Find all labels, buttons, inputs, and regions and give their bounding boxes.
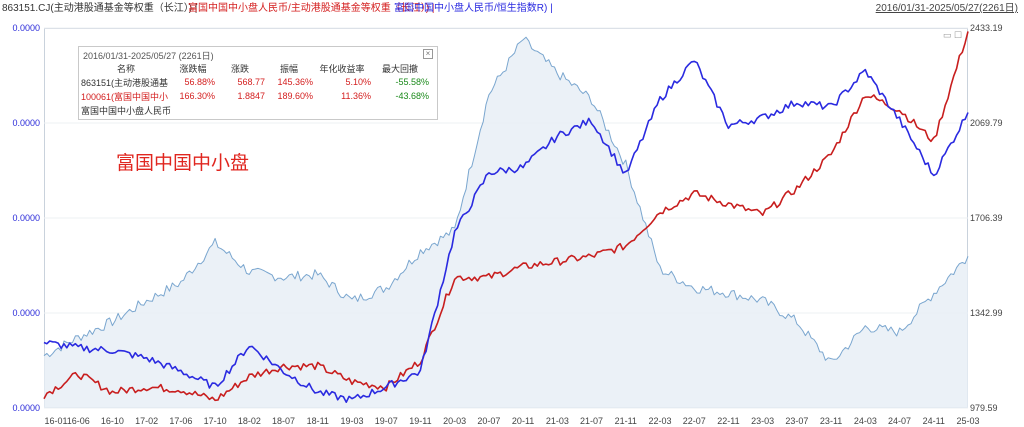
x-tick: 18-02 — [237, 416, 261, 426]
series-line-blue — [43, 60, 969, 403]
stats-header: 名称 — [117, 63, 136, 74]
restore-icon[interactable]: ▭ — [942, 30, 952, 40]
x-tick: 17-02 — [135, 416, 159, 426]
stats-name: 富国中国中小盘人民币 — [81, 105, 172, 116]
x-tick: 23-07 — [785, 416, 809, 426]
stats-name: 100061(富国中国中小 — [81, 91, 169, 102]
stats-cell — [215, 103, 265, 117]
x-tick: 22-03 — [648, 416, 672, 426]
y-tick-left: 0.0000 — [12, 308, 40, 318]
stats-cell: 166.30% — [179, 91, 216, 101]
stats-row[interactable]: 863151(主动港股通基 56.88% 568.77 145.36% 5.10… — [81, 75, 429, 89]
y-tick-right: 1342.99 — [970, 308, 1003, 318]
x-tick: 16-06 — [66, 416, 90, 426]
stats-cell: 11.36% — [341, 91, 372, 101]
x-tick: 19-03 — [340, 416, 364, 426]
ratio-title-red: 富国中国中小盘人民币/主动港股通基金等权重（长江）) | — [188, 3, 435, 14]
stats-cell — [265, 103, 313, 117]
title-bar: 863151.CJ(主动港股通基金等权重（长江）) | 富国中国中小盘人民币/主… — [0, 0, 1024, 18]
stats-cell — [313, 103, 371, 117]
stats-cell: 189.60% — [277, 91, 314, 101]
y-tick-left: 0.0000 — [12, 403, 40, 413]
stats-header: 振幅 — [280, 63, 299, 74]
stats-cell: 56.88% — [184, 77, 216, 87]
index-title: 863151.CJ(主动港股通基金等权重（长江）) | — [2, 3, 198, 14]
stats-panel: 2016/01/31-2025/05/27 (2261日) × 名称 涨跌幅 涨… — [78, 46, 438, 120]
series-line-red — [43, 31, 969, 402]
chart-annotation: 富国中国中小盘 — [116, 153, 250, 174]
stats-header: 涨跌幅 — [179, 63, 207, 74]
x-tick: 16-10 — [100, 416, 124, 426]
series-area-lightblue — [44, 37, 968, 408]
x-tick: 20-03 — [443, 416, 467, 426]
x-tick: 25-03 — [956, 416, 980, 426]
ratio-title-blue: 富国中国中小盘人民币/恒生指数R) | — [394, 3, 553, 14]
window-controls[interactable]: ▭ ☐ — [943, 30, 962, 41]
x-tick: 16-01 — [44, 416, 68, 426]
x-tick: 24-07 — [888, 416, 912, 426]
series-line-lightblue — [43, 36, 969, 361]
stats-cell: 568.77 — [237, 77, 266, 87]
y-tick-right: 979.59 — [970, 403, 998, 413]
x-tick: 21-11 — [614, 416, 637, 426]
stats-cell: 145.36% — [277, 77, 314, 87]
x-tick: 22-07 — [682, 416, 706, 426]
stats-title: 2016/01/31-2025/05/27 (2261日) — [83, 51, 214, 61]
y-tick-right: 2433.19 — [970, 23, 1003, 33]
x-tick: 24-11 — [922, 416, 945, 426]
y-tick-left: 0.0000 — [12, 118, 40, 128]
stats-header: 涨跌 — [231, 63, 250, 74]
x-tick: 19-07 — [374, 416, 398, 426]
x-tick: 18-11 — [306, 416, 329, 426]
x-tick: 21-03 — [545, 416, 569, 426]
stats-cell: -55.58% — [395, 77, 430, 87]
x-tick: 19-11 — [409, 416, 432, 426]
stats-cell: 5.10% — [345, 77, 372, 87]
x-tick: 18-07 — [272, 416, 296, 426]
stats-name: 863151(主动港股通基 — [81, 77, 169, 88]
x-tick: 21-07 — [580, 416, 604, 426]
stats-row[interactable]: 100061(富国中国中小 166.30% 1.8847 189.60% 11.… — [81, 89, 429, 103]
x-tick: 17-06 — [169, 416, 193, 426]
date-range-link[interactable]: 2016/01/31-2025/05/27(2261日) — [875, 3, 1018, 14]
stats-table: 名称 涨跌幅 涨跌 振幅 年化收益率 最大回撤 863151(主动港股通基 56… — [81, 61, 429, 117]
y-tick-right: 1706.39 — [970, 213, 1003, 223]
stats-cell — [171, 103, 215, 117]
x-tick: 23-11 — [819, 416, 843, 426]
close-icon[interactable]: × — [423, 49, 433, 59]
x-tick: 20-07 — [477, 416, 501, 426]
y-tick-right: 2069.79 — [970, 118, 1003, 128]
x-tick: 22-11 — [717, 416, 740, 426]
stats-cell — [371, 103, 429, 117]
y-tick-left: 0.0000 — [12, 23, 40, 33]
stats-cell: -43.68% — [395, 91, 430, 101]
x-tick: 20-11 — [511, 416, 535, 426]
x-tick: 24-03 — [853, 416, 877, 426]
stats-header: 年化收益率 — [319, 63, 365, 74]
x-tick: 17-10 — [203, 416, 227, 426]
stats-row[interactable]: 富国中国中小盘人民币 — [81, 103, 429, 117]
stats-header: 最大回撤 — [382, 63, 419, 74]
maximize-icon[interactable]: ☐ — [953, 30, 962, 40]
stats-cell: 1.8847 — [237, 91, 266, 101]
y-tick-left: 0.0000 — [12, 213, 40, 223]
x-tick: 23-03 — [751, 416, 775, 426]
